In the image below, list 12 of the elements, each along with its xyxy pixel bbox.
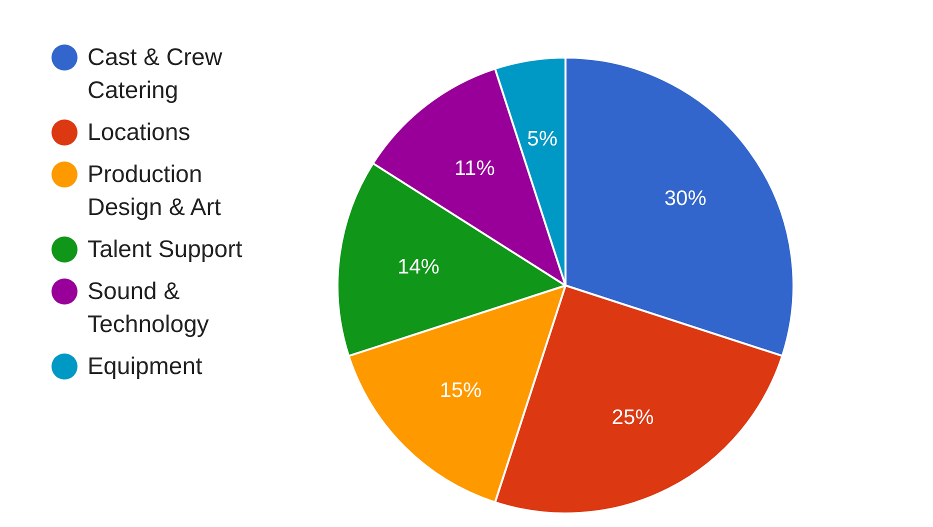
legend-label: Equipment	[88, 353, 203, 380]
legend-label: Talent Support	[88, 236, 243, 263]
legend-label: Production Design & Art	[88, 161, 222, 221]
legend-label: Cast & Crew Catering	[88, 44, 223, 104]
data-label: 25%	[612, 406, 654, 430]
data-label: 30%	[664, 186, 706, 210]
data-label: 11%	[454, 156, 495, 180]
legend-label: Locations	[88, 119, 190, 146]
legend-label: Sound & Technology	[88, 278, 209, 338]
data-label: 14%	[397, 255, 440, 278]
data-label: 5%	[527, 128, 558, 151]
data-label: 15%	[440, 378, 482, 402]
